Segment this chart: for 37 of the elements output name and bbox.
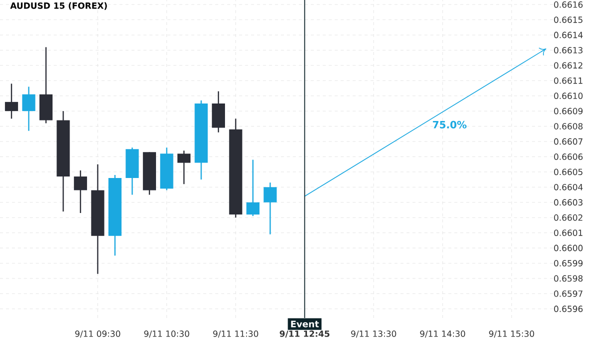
- candlestick: [4, 83, 18, 120]
- y-tick-label: 0.6600: [554, 244, 583, 252]
- y-tick-label: 0.6616: [554, 1, 583, 8]
- y-tick-label: 0.6615: [554, 16, 582, 23]
- y-tick-label: 0.6603: [554, 199, 582, 206]
- y-tick-label: 0.6609: [554, 108, 583, 114]
- y-tick-label: 0.6606: [554, 154, 583, 160]
- candlestick: [74, 170, 88, 214]
- y-tick-label: 0.6601: [554, 230, 582, 236]
- y-tick-label: 0.6607: [554, 138, 582, 145]
- candlestick: [22, 86, 36, 132]
- y-tick-label: 0.6598: [554, 275, 583, 282]
- y-tick-label: 0.6596: [554, 306, 583, 312]
- y-tick-label: 0.6599: [554, 260, 583, 266]
- x-tick-label: 9/11 15:30: [489, 330, 534, 338]
- x-tick-label: 9/11 12:45: [280, 330, 330, 338]
- x-tick-label: 9/11 13:30: [351, 330, 396, 338]
- y-tick-label: 0.6608: [554, 123, 583, 130]
- candlestick: [246, 159, 260, 217]
- y-tick-label: 0.6611: [554, 77, 582, 84]
- y-tick-label: 0.6614: [554, 32, 583, 38]
- candlestick: [264, 182, 277, 235]
- y-tick-label: 0.6610: [554, 92, 583, 100]
- y-tick-label: 0.6605: [554, 168, 582, 176]
- y-tick-label: 0.6612: [554, 62, 582, 69]
- y-tick-label: 0.6602: [554, 214, 582, 221]
- x-tick-label: 9/11 09:30: [75, 330, 120, 338]
- x-tick-label: 9/11 10:30: [144, 330, 190, 338]
- y-tick-label: 0.6604: [554, 184, 583, 190]
- y-tick-label: 0.6613: [554, 47, 582, 54]
- x-tick-label: 9/11 14:30: [420, 330, 466, 338]
- y-tick-label: 0.6597: [554, 290, 582, 297]
- candlestick: [177, 150, 191, 185]
- x-tick-label: 9/11 11:30: [213, 330, 258, 338]
- chart-title: AUDUSD 15 (FOREX): [10, 2, 107, 10]
- annotation: 75.0%: [432, 120, 467, 128]
- ref-line-label: Event: [291, 320, 319, 328]
